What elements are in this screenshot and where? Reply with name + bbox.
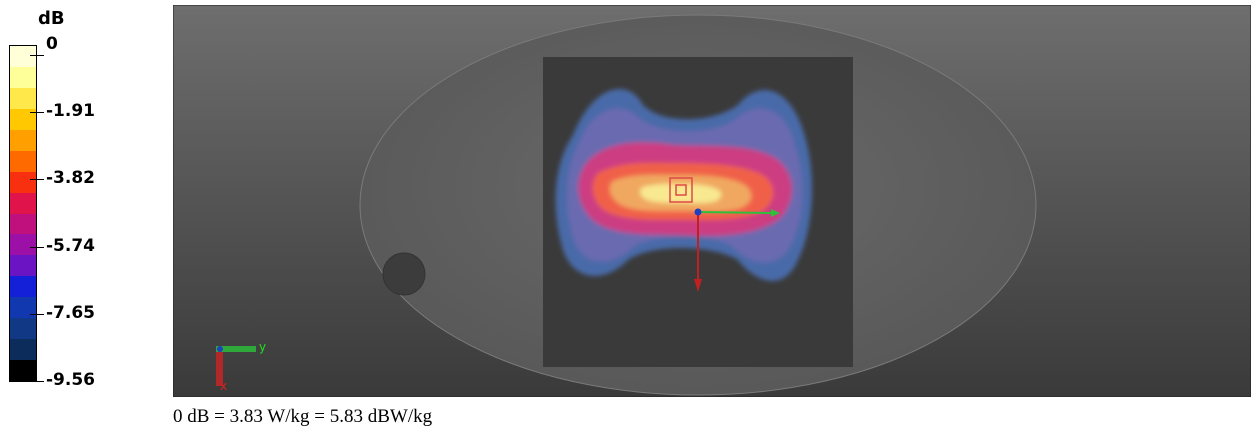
axis-origin: [217, 346, 223, 352]
probe-y-axis-line: [697, 211, 772, 214]
probe-origin: [694, 208, 702, 216]
axis-y-bar: [216, 346, 256, 352]
colorbar-tick: [30, 55, 44, 56]
colorbar-swatch: [10, 66, 36, 88]
colorbar-swatch: [10, 129, 36, 151]
colorbar-tick: [30, 112, 44, 114]
colorbar-swatch: [10, 297, 36, 319]
colorbar-tick: [30, 179, 44, 181]
colorbar-swatch: [10, 276, 36, 298]
axes-indicator: y x: [216, 340, 266, 393]
field-contour: [639, 183, 722, 204]
sar-plot-svg: y x: [173, 5, 1251, 397]
phantom-hole: [382, 252, 426, 296]
colorbar-swatch: [10, 171, 36, 193]
colorbar-tick-label: -1.91: [46, 101, 95, 122]
peak-marker-inner: [675, 184, 687, 196]
colorbar-tick: [30, 313, 44, 315]
caption: 0 dB = 3.83 W/kg = 5.83 dBW/kg: [173, 406, 433, 427]
colorbar-tick-label: -7.65: [46, 302, 95, 323]
probe-y-arrow: [771, 209, 780, 217]
axis-x-label: x: [220, 379, 227, 393]
colorbar-swatch: [10, 255, 36, 277]
axis-x-bar: [216, 346, 223, 386]
colorbar-tick-label: -9.56: [46, 370, 95, 390]
colorbar-swatch: [10, 339, 36, 361]
colorbar-swatch: [10, 87, 36, 109]
colorbar-tick: [30, 381, 44, 382]
colorbar-swatch: [10, 213, 36, 235]
axis-y-label: y: [259, 340, 266, 354]
colorbar-tick-label: -3.82: [46, 168, 95, 189]
colorbar-swatch: [10, 234, 36, 256]
probe-x-arrow: [694, 279, 702, 292]
colorbar-swatch: [10, 360, 36, 381]
colorbar-swatch: [10, 150, 36, 172]
colorbar: [9, 45, 37, 382]
colorbar-swatch: [10, 108, 36, 130]
colorbar-tick-label: 0: [46, 34, 58, 54]
colorbar-swatch: [10, 318, 36, 340]
colorbar-unit: dB: [38, 8, 65, 29]
peak-marker-outer: [669, 177, 693, 203]
sar-plot-area: y x: [173, 5, 1251, 397]
colorbar-tick-label: -5.74: [46, 235, 95, 256]
colorbar-swatch: [10, 46, 36, 67]
colorbar-swatch: [10, 192, 36, 214]
colorbar-tick: [30, 246, 44, 248]
